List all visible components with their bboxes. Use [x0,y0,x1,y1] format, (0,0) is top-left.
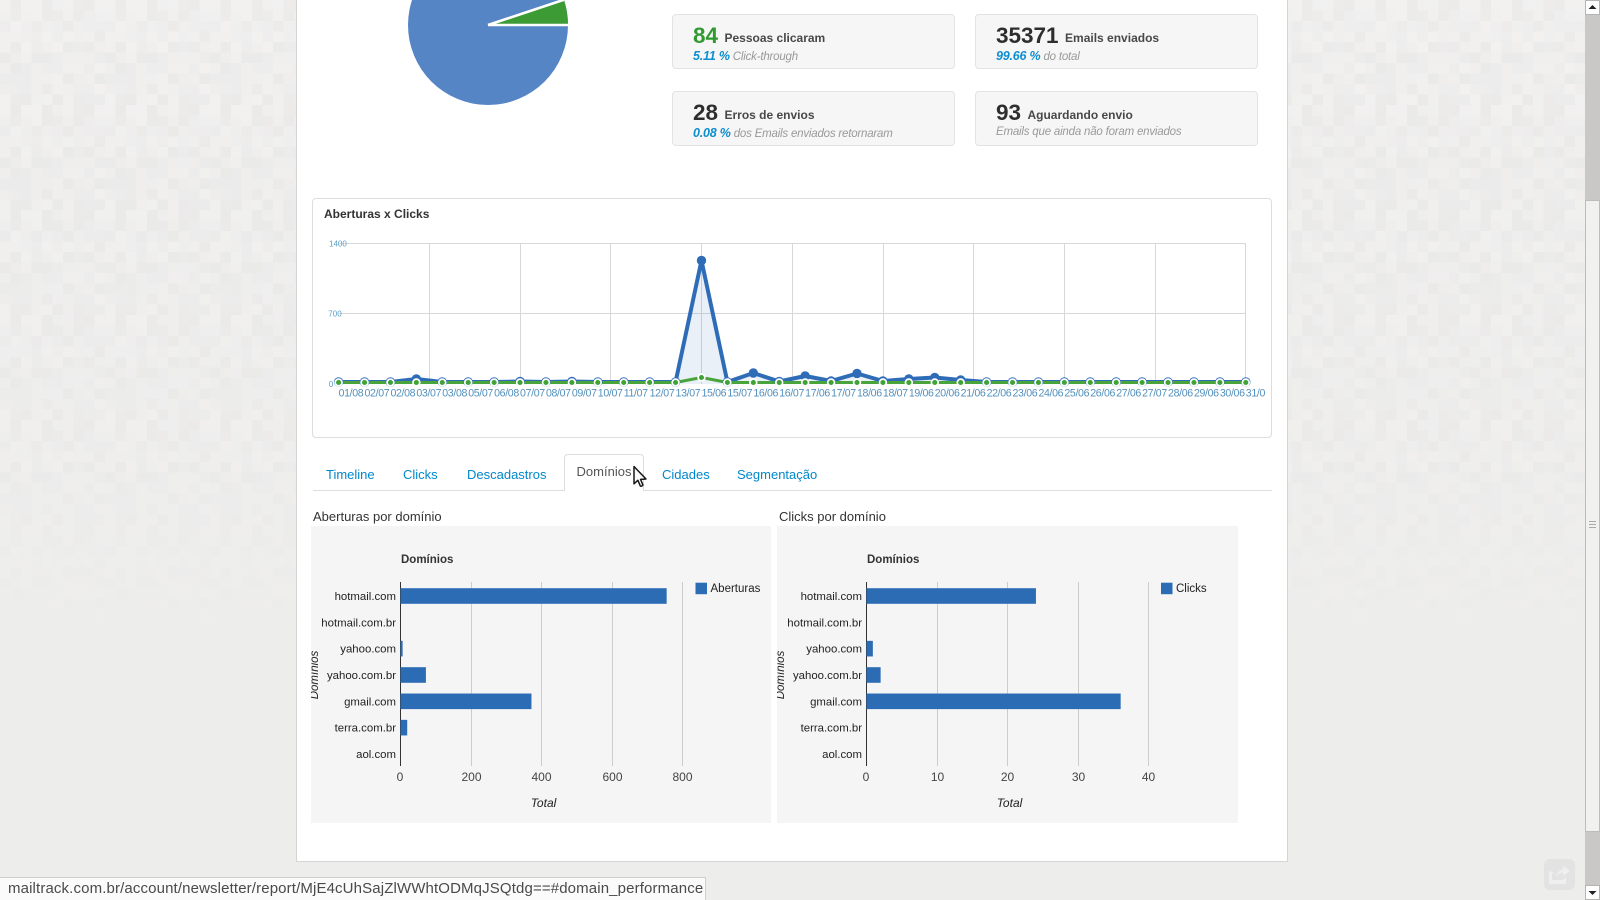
svg-text:40: 40 [1142,770,1156,784]
svg-text:10: 10 [931,770,945,784]
svg-text:30: 30 [1072,770,1086,784]
svg-text:Clicks: Clicks [1176,583,1207,595]
svg-text:01/08: 01/08 [339,388,364,400]
svg-text:terra.com.br: terra.com.br [801,723,863,735]
svg-text:16/06: 16/06 [753,388,778,400]
svg-text:17/07: 17/07 [831,388,856,400]
svg-text:24/06: 24/06 [1038,388,1063,400]
svg-text:aol.com: aol.com [822,749,862,761]
svg-text:700: 700 [328,309,342,318]
svg-text:Domínios: Domínios [867,554,919,566]
svg-text:yahoo.com: yahoo.com [806,644,862,656]
svg-text:hotmail.com.br: hotmail.com.br [787,617,862,629]
svg-text:Total: Total [531,796,557,810]
svg-text:23/06: 23/06 [1013,388,1038,400]
svg-text:26/06: 26/06 [1090,388,1115,400]
svg-text:Domínios: Domínios [777,650,787,699]
svg-text:08/07: 08/07 [546,388,571,400]
svg-text:1400: 1400 [329,239,347,248]
svg-text:400: 400 [531,770,551,784]
svg-text:600: 600 [602,770,622,784]
svg-text:0: 0 [863,770,870,784]
svg-text:Aberturas: Aberturas [711,583,761,595]
svg-text:19/06: 19/06 [909,388,934,400]
svg-text:200: 200 [461,770,481,784]
svg-text:0: 0 [329,380,334,389]
svg-text:hotmail.com.br: hotmail.com.br [321,617,396,629]
svg-text:0: 0 [397,770,404,784]
svg-text:31/0: 31/0 [1246,388,1266,400]
svg-text:hotmail.com: hotmail.com [801,591,862,603]
svg-text:25/06: 25/06 [1064,388,1089,400]
svg-text:16/07: 16/07 [779,388,804,400]
svg-text:terra.com.br: terra.com.br [335,723,397,735]
svg-text:21/06: 21/06 [961,388,986,400]
svg-text:yahoo.com.br: yahoo.com.br [793,670,862,682]
svg-text:07/07: 07/07 [520,388,545,400]
svg-text:27/07: 27/07 [1142,388,1167,400]
svg-text:Domínios: Domínios [311,650,321,699]
svg-text:28/06: 28/06 [1168,388,1193,400]
svg-text:yahoo.com: yahoo.com [340,644,396,656]
svg-text:18/06: 18/06 [857,388,882,400]
svg-text:02/08: 02/08 [390,388,415,400]
svg-text:03/08: 03/08 [442,388,467,400]
svg-text:22/06: 22/06 [987,388,1012,400]
svg-text:20/06: 20/06 [935,388,960,400]
svg-text:gmail.com: gmail.com [810,696,862,708]
svg-text:05/07: 05/07 [468,388,493,400]
svg-text:Domínios: Domínios [401,554,453,566]
svg-text:800: 800 [672,770,692,784]
svg-text:gmail.com: gmail.com [344,696,396,708]
svg-text:09/07: 09/07 [572,388,597,400]
svg-text:27/06: 27/06 [1116,388,1141,400]
svg-text:aol.com: aol.com [356,749,396,761]
svg-text:Total: Total [997,796,1023,810]
svg-text:10/07: 10/07 [598,388,623,400]
svg-text:30/06: 30/06 [1220,388,1245,400]
svg-text:20: 20 [1001,770,1015,784]
svg-text:17/06: 17/06 [805,388,830,400]
svg-text:29/06: 29/06 [1194,388,1219,400]
svg-text:12/07: 12/07 [650,388,675,400]
svg-text:11/07: 11/07 [624,388,648,400]
svg-text:15/07: 15/07 [727,388,752,400]
svg-text:06/08: 06/08 [494,388,519,400]
svg-text:18/07: 18/07 [883,388,908,400]
svg-text:yahoo.com.br: yahoo.com.br [327,670,396,682]
svg-text:13/07: 13/07 [676,388,701,400]
svg-text:03/07: 03/07 [416,388,441,400]
svg-text:15/06: 15/06 [701,388,726,400]
svg-text:hotmail.com: hotmail.com [335,591,396,603]
svg-text:02/07: 02/07 [365,388,390,400]
